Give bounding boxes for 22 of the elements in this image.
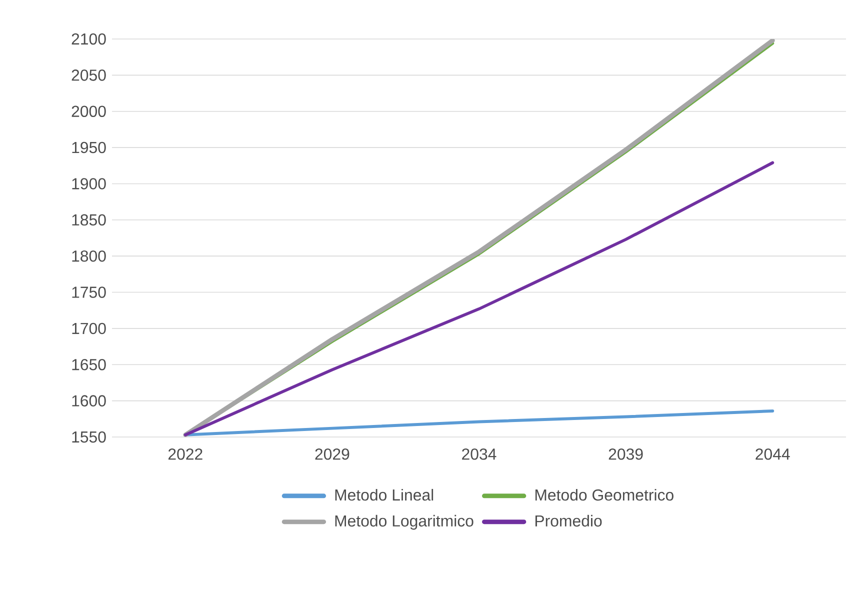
x-tick-label: 2039 — [608, 448, 643, 460]
y-tick-label: 1550 — [72, 431, 106, 443]
y-tick-label: 1750 — [72, 286, 106, 298]
y-tick-label: 1600 — [72, 395, 106, 406]
x-tick-label: 2044 — [756, 448, 790, 460]
y-tick-label: 1800 — [72, 250, 106, 262]
legend-label: Metodo Logaritmico — [335, 514, 474, 530]
y-tick-label: 1900 — [72, 178, 106, 190]
y-tick-label: 1950 — [72, 142, 106, 154]
x-tick-label: 2029 — [315, 448, 350, 460]
legend-label: Metodo Lineal — [335, 488, 434, 501]
y-tick-label: 1850 — [72, 214, 106, 226]
line-series — [184, 161, 774, 436]
y-tick-label: 2000 — [72, 106, 106, 117]
y-tick-label: 2100 — [72, 33, 106, 45]
y-tick-label: 1650 — [72, 358, 106, 370]
legend-label: Metodo Geometrico — [535, 488, 674, 501]
y-tick-label: 2050 — [72, 70, 106, 81]
x-tick-label: 2022 — [168, 448, 202, 460]
legend-label: Promedio — [535, 514, 602, 527]
x-tick-label: 2034 — [462, 448, 496, 460]
y-tick-label: 1700 — [72, 322, 106, 334]
